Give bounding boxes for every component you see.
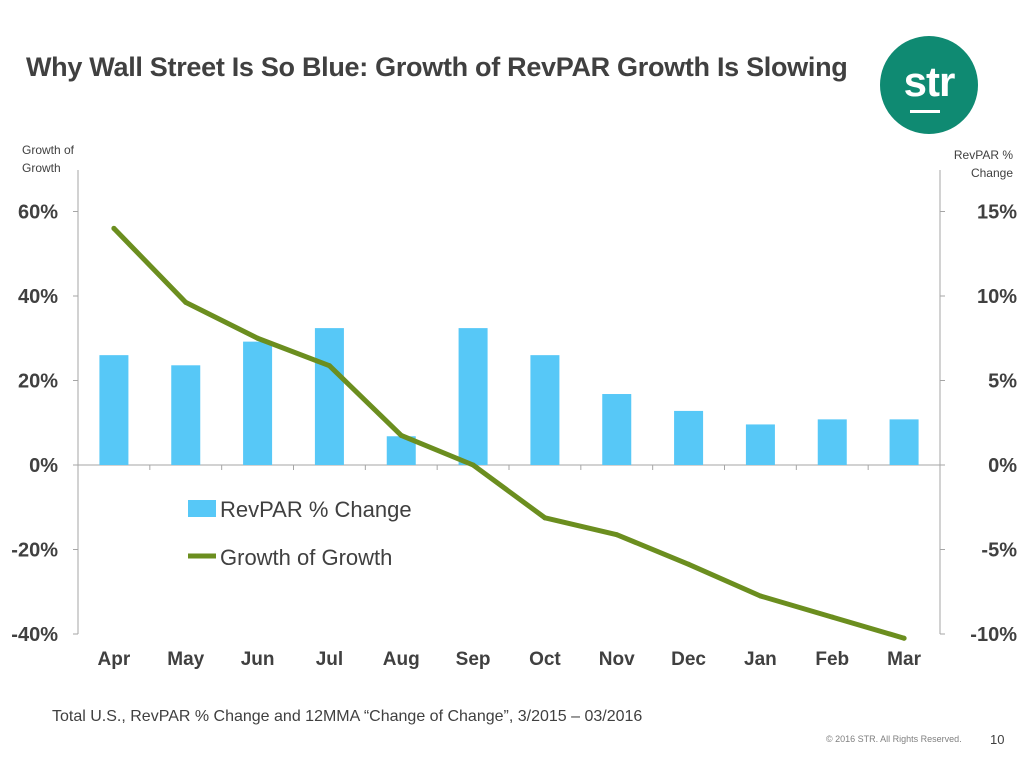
slide-title: Why Wall Street Is So Blue: Growth of Re… — [26, 52, 848, 82]
category-label: Dec — [671, 649, 706, 670]
category-label: Jul — [316, 649, 343, 670]
left-axis-title-line1: Growth of — [22, 143, 75, 157]
category-label: Oct — [529, 649, 561, 670]
category-label: Mar — [887, 649, 921, 670]
category-label: Apr — [98, 649, 131, 670]
growth-point — [183, 299, 189, 305]
growth-of-growth-line — [111, 225, 907, 641]
growth-point — [829, 614, 835, 620]
bars-group — [99, 328, 919, 465]
right-tick-label: -5% — [981, 540, 1017, 562]
axes-group: 60% 40% 20% 0% -20% -40% 15% 10% 5% 0% -5% -10% Apr M… — [11, 170, 1017, 670]
revpar-bar — [171, 365, 201, 465]
right-axis-title-line1: RevPAR % — [954, 148, 1013, 162]
logo-text: str — [903, 58, 956, 105]
category-label: May — [167, 649, 204, 670]
growth-point — [614, 532, 620, 538]
footnote: Total U.S., RevPAR % Change and 12MMA “C… — [52, 708, 643, 725]
logo-underline — [910, 110, 940, 113]
revpar-bar — [889, 419, 919, 465]
revpar-bar — [674, 410, 704, 465]
revpar-chart: Growth of Growth RevPAR % Change 60% 40% 2… — [11, 143, 1017, 670]
revpar-bar — [314, 328, 344, 465]
legend-swatch-bar — [188, 500, 216, 517]
line-group — [111, 225, 907, 641]
right-tick-label: 10% — [977, 286, 1017, 308]
growth-point — [686, 561, 692, 567]
category-label: Feb — [815, 649, 849, 670]
category-label: Jan — [744, 649, 777, 670]
left-axis-title-line2: Growth — [22, 161, 61, 175]
legend-label-line: Growth of Growth — [220, 545, 392, 570]
category-label: Jun — [241, 649, 275, 670]
revpar-bar — [243, 341, 273, 465]
growth-point — [111, 225, 117, 231]
category-label: Nov — [599, 649, 635, 670]
copyright: © 2016 STR. All Rights Reserved. — [826, 734, 962, 744]
growth-point — [326, 363, 332, 369]
left-tick-label: -40% — [11, 624, 58, 646]
left-tick-label: 60% — [18, 202, 58, 224]
revpar-bar — [99, 355, 129, 465]
growth-point — [542, 515, 548, 521]
left-tick-label: 0% — [29, 455, 58, 477]
category-label: Sep — [456, 649, 491, 670]
revpar-bar — [817, 419, 847, 465]
left-tick-label: -20% — [11, 540, 58, 562]
revpar-bar — [530, 355, 560, 465]
right-tick-label: 0% — [988, 455, 1017, 477]
right-tick-label: -10% — [970, 624, 1017, 646]
category-label: Aug — [383, 649, 420, 670]
growth-point — [470, 462, 476, 468]
right-tick-label: 15% — [977, 202, 1017, 224]
growth-point — [901, 635, 907, 641]
right-axis-title-line2: Change — [971, 166, 1013, 180]
growth-point — [398, 432, 404, 438]
page-number: 10 — [990, 732, 1005, 747]
right-tick-label: 5% — [988, 371, 1017, 393]
left-tick-label: 40% — [18, 286, 58, 308]
revpar-bar — [458, 328, 488, 465]
legend-label-bar: RevPAR % Change — [220, 497, 412, 522]
revpar-bar — [745, 424, 775, 465]
str-logo: str — [880, 36, 978, 134]
growth-point — [757, 593, 763, 599]
growth-point — [255, 335, 261, 341]
revpar-bar — [602, 394, 632, 465]
legend: RevPAR % Change Growth of Growth — [188, 497, 412, 570]
left-tick-label: 20% — [18, 371, 58, 393]
